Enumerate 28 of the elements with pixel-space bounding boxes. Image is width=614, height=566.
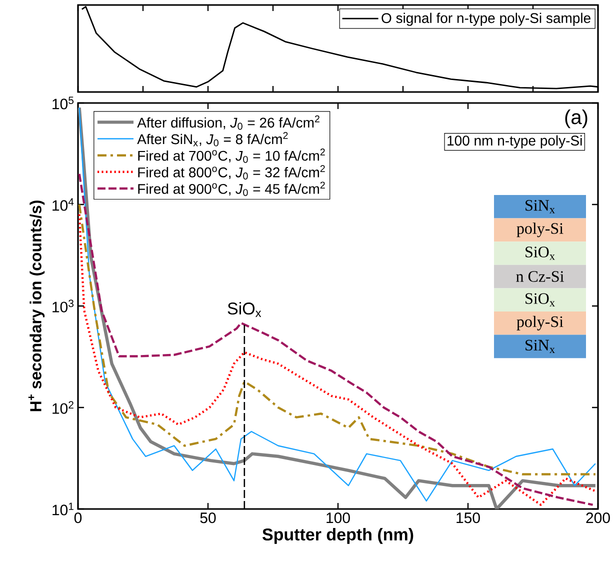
x-tick-label: 100 — [326, 512, 350, 524]
legend-label: Fired at 700$^{o}$C, J$_{0}$ = 10 fA/cm$^{2}$ — [138, 148, 325, 163]
y-tick-label: 10$^{1}$ — [52, 502, 74, 516]
x-axis-title: Sputter depth (nm) — [262, 528, 414, 544]
ref-line-label: SiO$_{x}$ — [228, 302, 262, 317]
legend-label: After SiN$_{x}$, J$_{0}$ = 8 fA/cm$^{2}$ — [137, 132, 288, 146]
annotation: SiO$_{x}$ — [526, 246, 555, 260]
annotation: 100 nm n-type poly-Si — [448, 135, 582, 148]
x-tick-label: 200 — [586, 512, 610, 524]
legend-label: Fired at 900$^{o}$C, J$_{0}$ = 45 fA/cm$^{2}$ — [138, 182, 325, 196]
y-axis-title: H$^{+}$ secondary ion (counts/s) — [28, 200, 45, 412]
legend-label: O signal for n-type poly-Si sample — [382, 12, 590, 26]
annotation: SiO$_{x}$ — [526, 293, 555, 306]
y-tick-label: 10$^{4}$ — [52, 198, 74, 211]
legend-label: After diffusion, J$_{0}$ = 26 fA/cm$^{2}$ — [137, 115, 320, 130]
annotation: SiN$_{x}$ — [526, 340, 555, 353]
annotation: poly-Si — [516, 222, 564, 238]
legend-label: Fired at 800$^{o}$C, J$_{0}$ = 32 fA/cm$^{2}$ — [138, 165, 325, 180]
annotation: poly-Si — [516, 316, 564, 330]
x-tick-label: 150 — [456, 512, 480, 524]
x-tick-label: 0 — [74, 512, 82, 524]
annotation: (a) — [565, 110, 588, 128]
annotation: SiN$_{x}$ — [526, 200, 555, 214]
y-tick-label: 10$^{5}$ — [52, 96, 74, 110]
y-tick-label: 10$^{3}$ — [52, 300, 74, 312]
x-tick-label: 50 — [200, 512, 216, 524]
annotation: n Cz-Si — [516, 271, 564, 282]
y-tick-label: 10$^{2}$ — [52, 401, 74, 414]
